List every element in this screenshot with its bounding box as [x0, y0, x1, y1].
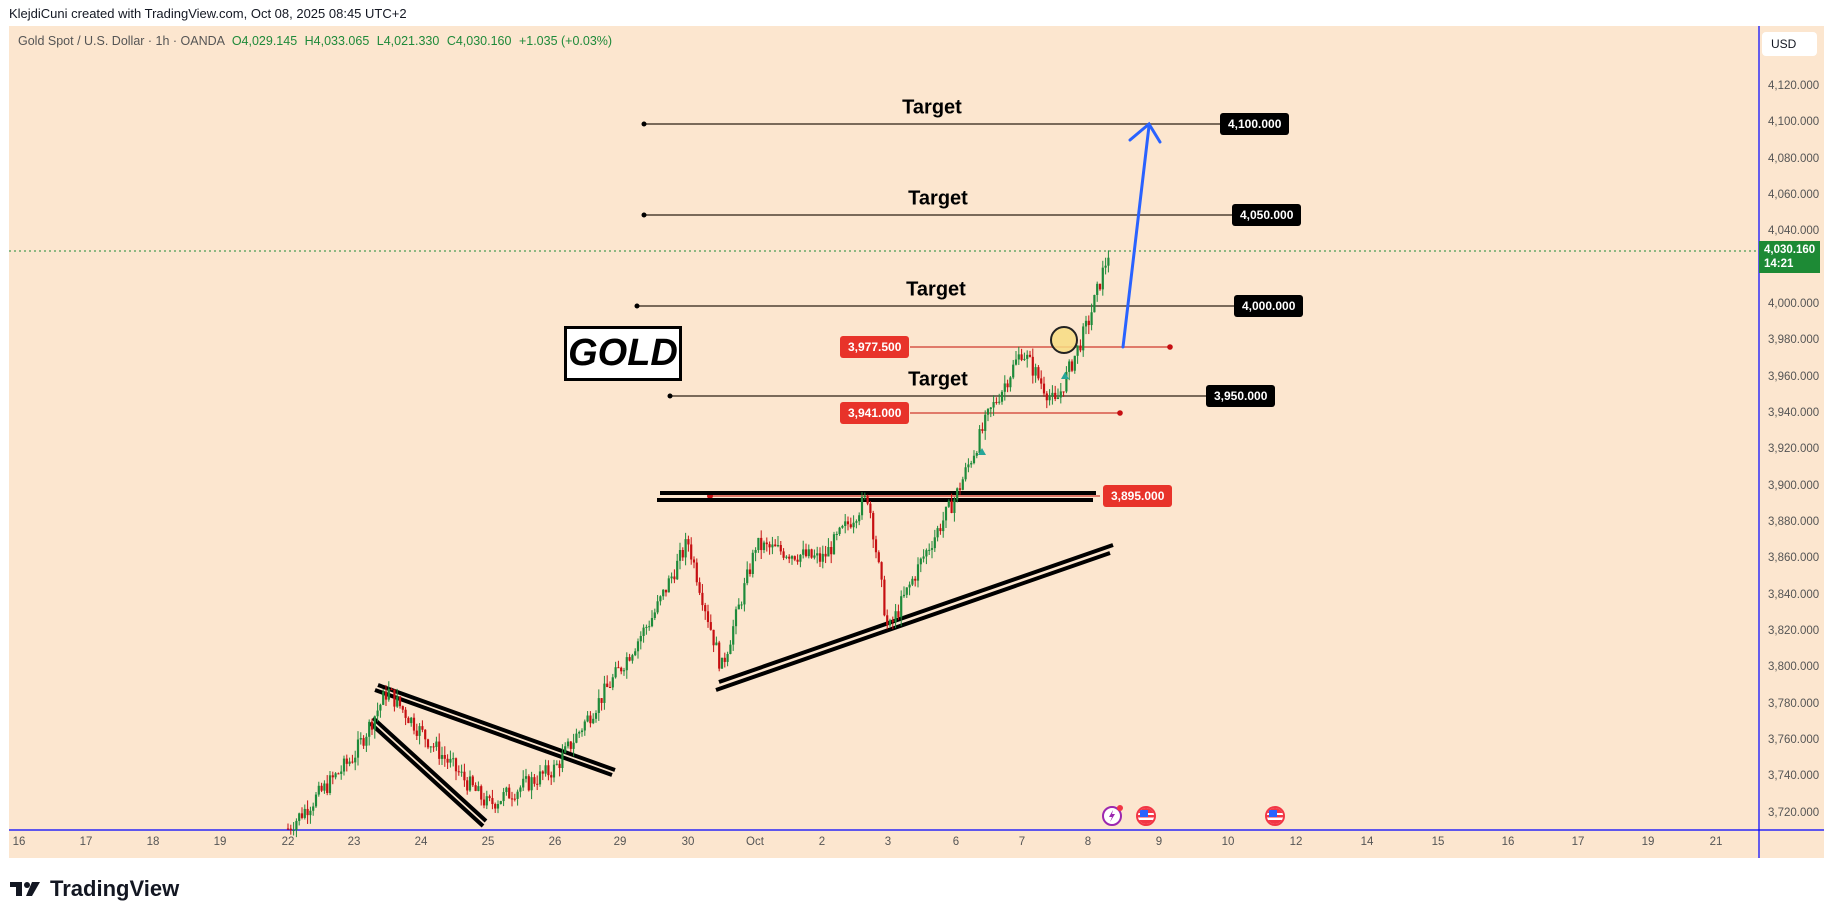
- time-tick: 30: [681, 836, 695, 848]
- level-price-label[interactable]: 3,941.000: [840, 402, 910, 424]
- resistance-double-line: [657, 491, 1096, 502]
- descending-channel: [368, 683, 616, 828]
- symbol-title[interactable]: Gold Spot / U.S. Dollar · 1h · OANDA: [18, 34, 225, 48]
- time-tick: 6: [952, 836, 960, 848]
- time-tick: 23: [347, 836, 361, 848]
- target-label[interactable]: Target: [908, 187, 968, 210]
- chart-pane[interactable]: [9, 26, 1824, 858]
- time-tick: 8: [1084, 836, 1092, 848]
- target-price-label[interactable]: 4,100.000: [1220, 113, 1290, 135]
- price-tick: 3,720.000: [1768, 807, 1820, 819]
- price-tick: 3,800.000: [1768, 661, 1820, 673]
- symbol-legend: Gold Spot / U.S. Dollar · 1h · OANDA O4,…: [18, 34, 612, 48]
- price-tick: 3,880.000: [1768, 516, 1820, 528]
- ascending-trendline: [715, 543, 1114, 692]
- tradingview-logo-text: TradingView: [50, 876, 180, 901]
- target-label[interactable]: Target: [902, 96, 962, 119]
- time-tick: 24: [414, 836, 428, 848]
- target-arrow: [1121, 121, 1162, 349]
- target-lines: [637, 123, 1234, 397]
- target-price-label[interactable]: 3,950.000: [1206, 385, 1276, 407]
- price-tick: 4,100.000: [1768, 116, 1820, 128]
- price-tick: 3,760.000: [1768, 734, 1820, 746]
- target-price-label[interactable]: 4,050.000: [1232, 204, 1302, 226]
- time-tick: 17: [79, 836, 93, 848]
- bar-countdown: 14:21: [1764, 258, 1794, 270]
- price-tick: 3,860.000: [1768, 552, 1820, 564]
- time-tick: 29: [613, 836, 627, 848]
- time-tick: 16: [12, 836, 26, 848]
- time-tick: 17: [1571, 836, 1585, 848]
- low-value: L4,021.330: [376, 34, 440, 48]
- price-tick: 4,120.000: [1768, 80, 1820, 92]
- currency-button[interactable]: USD: [1762, 32, 1817, 56]
- time-tick: Oct: [746, 836, 764, 848]
- time-tick: 22: [281, 836, 295, 848]
- level-price-label[interactable]: 3,977.500: [840, 336, 910, 358]
- last-price-label: 4,030.160 14:21: [1759, 241, 1820, 273]
- open-value: O4,029.145: [231, 34, 298, 48]
- last-price-value: 4,030.160: [1764, 244, 1816, 256]
- time-tick: 16: [1501, 836, 1515, 848]
- price-tick: 4,080.000: [1768, 153, 1820, 165]
- target-label[interactable]: Target: [906, 278, 966, 301]
- target-price-label[interactable]: 4,000.000: [1234, 295, 1304, 317]
- signal-marker: [978, 448, 986, 455]
- tradingview-logo[interactable]: TradingView: [10, 876, 179, 902]
- time-tick: 7: [1018, 836, 1026, 848]
- price-tick: 4,040.000: [1768, 225, 1820, 237]
- price-tick: 3,780.000: [1768, 698, 1820, 710]
- signal-marker: [1061, 372, 1069, 379]
- price-tick: 3,960.000: [1768, 371, 1820, 383]
- time-tick: 15: [1431, 836, 1445, 848]
- red-level-lines: [710, 346, 1170, 497]
- time-tick: 19: [213, 836, 227, 848]
- close-value: C4,030.160: [446, 34, 512, 48]
- time-tick: 18: [146, 836, 160, 848]
- time-tick: 21: [1709, 836, 1723, 848]
- time-tick: 10: [1221, 836, 1235, 848]
- high-value: H4,033.065: [304, 34, 370, 48]
- time-tick: 26: [548, 836, 562, 848]
- time-tick: 25: [481, 836, 495, 848]
- time-tick: 2: [818, 836, 826, 848]
- us-flag-event-icon[interactable]: [1136, 806, 1156, 826]
- gold-text-box[interactable]: GOLD: [564, 326, 682, 381]
- price-tick: 3,900.000: [1768, 480, 1820, 492]
- target-label[interactable]: Target: [908, 368, 968, 391]
- lightning-event-icon[interactable]: [1102, 805, 1123, 826]
- resistance-price-label[interactable]: 3,895.000: [1103, 485, 1173, 507]
- us-flag-event-icon[interactable]: [1265, 806, 1285, 826]
- tradingview-logo-icon: [10, 882, 40, 896]
- price-tick: 3,820.000: [1768, 625, 1820, 637]
- target-line-anchors: [634, 121, 673, 399]
- time-tick: 19: [1641, 836, 1655, 848]
- credit-line: KlejdiCuni created with TradingView.com,…: [9, 6, 407, 21]
- price-tick: 3,940.000: [1768, 407, 1820, 419]
- price-tick: 4,000.000: [1768, 298, 1820, 310]
- price-tick: 3,920.000: [1768, 443, 1820, 455]
- red-level-anchors: [707, 344, 1173, 499]
- candlestick-series: [286, 250, 1110, 838]
- price-tick: 3,840.000: [1768, 589, 1820, 601]
- time-tick: 12: [1289, 836, 1303, 848]
- time-tick: 3: [884, 836, 892, 848]
- change-value: +1.035 (+0.03%): [518, 34, 613, 48]
- price-tick: 4,060.000: [1768, 189, 1820, 201]
- price-tick: 3,980.000: [1768, 334, 1820, 346]
- price-tick: 3,740.000: [1768, 770, 1820, 782]
- breakout-highlight: [1050, 326, 1078, 354]
- time-tick: 14: [1360, 836, 1374, 848]
- time-tick: 9: [1155, 836, 1163, 848]
